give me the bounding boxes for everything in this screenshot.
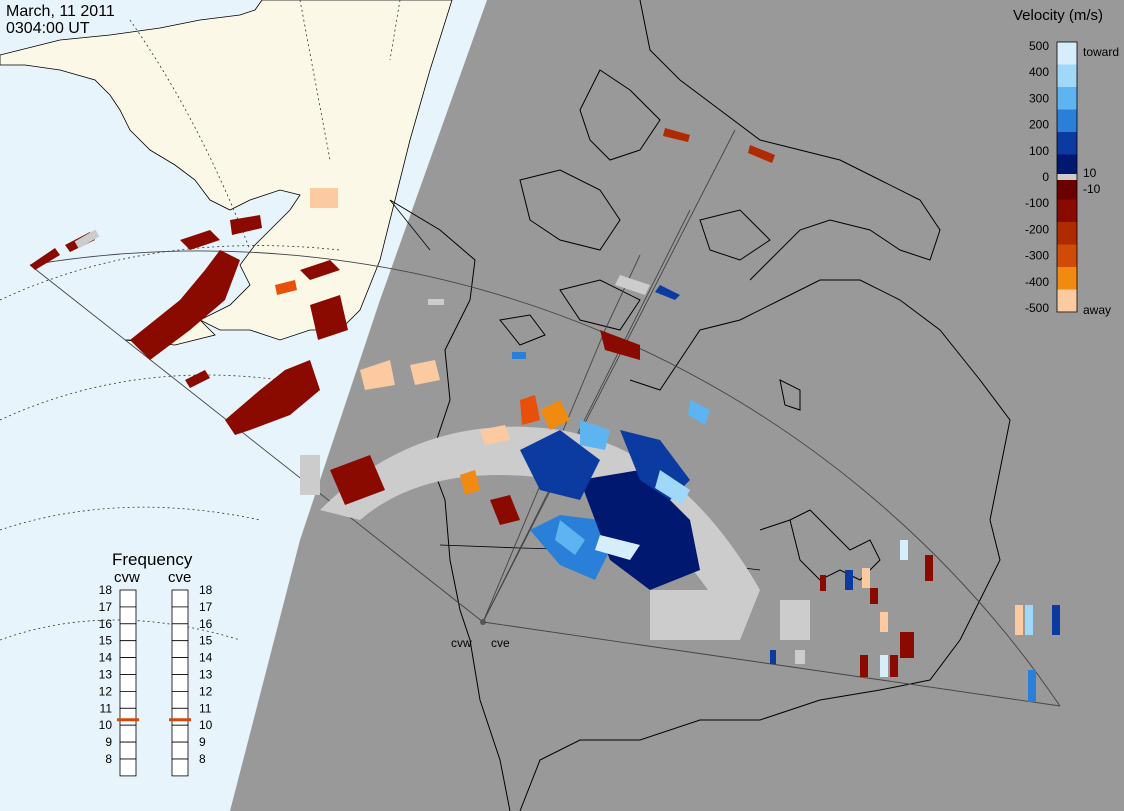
velocity-tick-label: 500 [1029, 39, 1049, 53]
velocity-tick-label: 400 [1029, 65, 1049, 79]
frequency-radar-cvw: cvw [114, 569, 140, 586]
velocity-zero-band [1057, 174, 1077, 180]
frequency-tick-label-left: 16 [99, 617, 113, 631]
velocity-tick-label: 200 [1029, 118, 1049, 132]
velocity-color-segment [1057, 289, 1077, 313]
frequency-cell [171, 724, 189, 743]
frequency-tick-label-right: 17 [199, 600, 213, 614]
velocity-away-label: away [1083, 303, 1111, 317]
frequency-tick-label-right: 10 [199, 718, 213, 732]
frequency-legend-title: Frequency [112, 550, 193, 569]
frequency-cell [119, 657, 137, 675]
time-label: 0304:00 UT [6, 20, 90, 37]
velocity-tick-label: -300 [1025, 249, 1049, 263]
frequency-cell [119, 589, 137, 608]
velocity-legend: Velocity (m/s) 500 400 300 200 100 0 -100 -200 -… [1013, 7, 1119, 317]
frequency-cell [119, 606, 137, 625]
velocity-tick-label: -200 [1025, 222, 1049, 236]
velocity-tick-label: -100 [1025, 196, 1049, 210]
night-region [230, 0, 1124, 811]
frequency-cell [119, 707, 137, 726]
frequency-tick-label-right: 9 [199, 735, 206, 749]
velocity-color-segment [1057, 132, 1077, 156]
frequency-cell [171, 691, 189, 709]
frequency-tick-label-left: 11 [100, 701, 113, 715]
frequency-tick-label-left: 13 [99, 668, 113, 682]
frequency-tick-label-right: 18 [199, 583, 213, 597]
frequency-tick-label-right: 12 [199, 684, 213, 698]
radar-site-marker [480, 619, 486, 625]
velocity-tick-label: -500 [1025, 301, 1049, 315]
radar-label-cvw: cvw [451, 636, 472, 650]
velocity-neg-threshold: -10 [1083, 182, 1101, 196]
velocity-color-segment [1057, 109, 1077, 133]
velocity-color-bar [1056, 41, 1078, 313]
frequency-tick-label-left: 10 [99, 718, 113, 732]
frequency-tick-label-left: 9 [105, 735, 112, 749]
velocity-legend-title: Velocity (m/s) [1013, 7, 1103, 24]
frequency-cell [119, 741, 137, 760]
velocity-color-segment [1057, 244, 1077, 268]
echo-cells-west [30, 188, 385, 505]
velocity-color-segment [1057, 267, 1077, 291]
frequency-cell [171, 657, 189, 675]
frequency-cell [119, 674, 137, 692]
frequency-cell [171, 758, 189, 777]
velocity-tick-label: -400 [1025, 275, 1049, 289]
velocity-color-segment [1057, 177, 1077, 201]
frequency-tick-label-left: 18 [99, 583, 113, 597]
frequency-cell [171, 623, 189, 642]
frequency-cell [119, 691, 137, 709]
frequency-cell [171, 707, 189, 726]
graticule [0, 0, 401, 641]
frequency-tick-label-right: 11 [199, 701, 212, 715]
velocity-color-segment [1057, 199, 1077, 223]
echo-cells-center [360, 128, 775, 590]
frequency-cell [171, 640, 189, 659]
velocity-tick-label: 100 [1029, 144, 1049, 158]
frequency-cell [119, 640, 137, 659]
frequency-tick-label-right: 13 [199, 668, 213, 682]
velocity-color-segment [1057, 87, 1077, 111]
velocity-tick-labels: 500 400 300 200 100 0 -100 -200 -300 -400 -500 [1025, 39, 1049, 315]
frequency-tick-label-left: 14 [99, 651, 113, 665]
frequency-cell [119, 724, 137, 743]
velocity-color-segment [1057, 222, 1077, 246]
velocity-tick-label: 300 [1029, 91, 1049, 105]
radar-label-cve: cve [491, 636, 510, 650]
frequency-tick-label-right: 15 [199, 634, 213, 648]
frequency-cell [171, 606, 189, 625]
frequency-cell [171, 741, 189, 760]
velocity-color-segment [1057, 64, 1077, 88]
frequency-cell [119, 758, 137, 777]
velocity-toward-label: toward [1083, 45, 1119, 59]
frequency-tick-label-left: 8 [105, 752, 112, 766]
velocity-bar-frame [1056, 41, 1078, 313]
frequency-tick-label-left: 15 [99, 634, 113, 648]
frequency-tick-label-right: 8 [199, 752, 206, 766]
frequency-tick-label-left: 17 [99, 600, 113, 614]
velocity-tick-label: 0 [1042, 170, 1049, 184]
radar-sites: cvw cve [451, 619, 510, 650]
date-label: March, 11 2011 [6, 3, 115, 20]
frequency-tick-label-right: 16 [199, 617, 213, 631]
alaska-landmass [0, 0, 453, 341]
velocity-color-segment [1057, 154, 1077, 178]
frequency-cell [171, 589, 189, 608]
frequency-tick-label-left: 12 [99, 684, 113, 698]
velocity-pos-threshold: 10 [1083, 166, 1097, 180]
velocity-color-segment [1057, 42, 1077, 66]
frequency-cell [119, 623, 137, 642]
frequency-radar-cve: cve [168, 569, 191, 586]
echo-cells-east [770, 540, 1060, 702]
frequency-tick-label-right: 14 [199, 651, 213, 665]
frequency-cell [171, 674, 189, 692]
frequency-legend: Frequency cvw cve 18 18 17 17 16 16 15 15 14 14 13… [99, 550, 213, 777]
